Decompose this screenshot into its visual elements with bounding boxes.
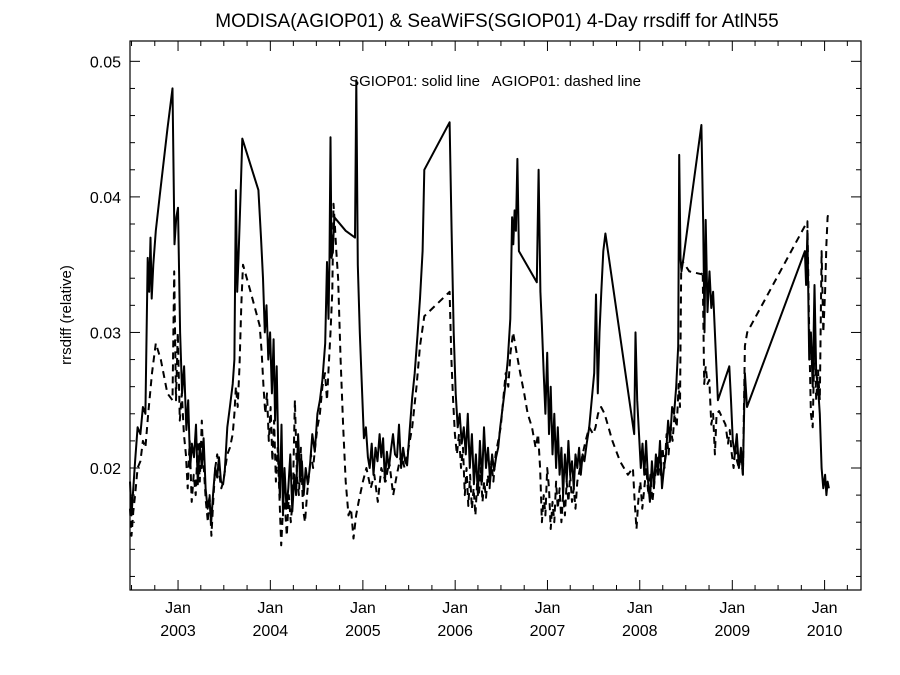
x-tick-label-year: 2009 (715, 623, 751, 640)
series-line-agiop01 (129, 202, 830, 547)
x-tick-label-year: 2006 (437, 623, 473, 640)
x-tick-label-year: 2004 (253, 623, 289, 640)
y-tick-label: 0.02 (90, 461, 121, 478)
y-tick-label: 0.04 (90, 190, 121, 207)
x-tick-label-year: 2007 (530, 623, 566, 640)
chart-title: MODISA(AGIOP01) & SeaWiFS(SGIOP01) 4-Day… (215, 11, 778, 32)
y-tick-label: 0.03 (90, 325, 121, 342)
x-tick-label-year: 2008 (622, 623, 658, 640)
x-tick-label-month: Jan (535, 600, 561, 617)
plot-lines (129, 79, 830, 547)
axes: 0.02 0.03 0.04 0.05 Jan 2003 Jan 2004 Jan 2005 Jan… (90, 41, 861, 640)
x-tick-label-month: Jan (257, 600, 283, 617)
x-tick-label-year: 2005 (345, 623, 381, 640)
y-tick-label: 0.05 (90, 54, 121, 71)
x-tick-label-year: 2010 (807, 623, 843, 640)
x-tick-label-year: 2003 (160, 623, 196, 640)
x-tick-label-month: Jan (350, 600, 376, 617)
x-tick-label-month: Jan (442, 600, 468, 617)
x-tick-label-month: Jan (165, 600, 191, 617)
series-line-sgiop01 (129, 79, 830, 524)
x-tick-label-month: Jan (627, 600, 653, 617)
x-tick-label-month: Jan (719, 600, 745, 617)
series-legend-annotation: SGIOP01: solid line AGIOP01: dashed line (349, 73, 641, 90)
y-axis-label: rrsdiff (relative) (58, 265, 75, 365)
x-tick-label-month: Jan (812, 600, 838, 617)
plot-frame (129, 40, 862, 591)
